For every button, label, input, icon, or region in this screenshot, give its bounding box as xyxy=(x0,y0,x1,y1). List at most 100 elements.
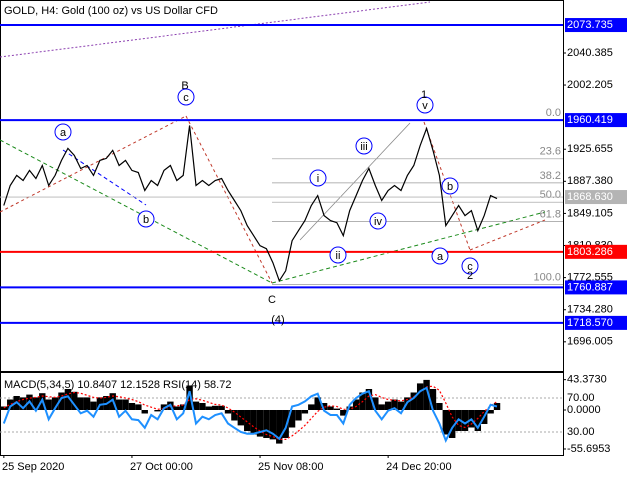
trend-line xyxy=(299,122,411,241)
macd-bar xyxy=(141,409,148,414)
y2-tick-label: 70.00 xyxy=(567,392,595,404)
macd-bar xyxy=(115,399,123,410)
x-tick-label: 24 Dec 20:00 xyxy=(386,461,451,473)
trend-line xyxy=(62,149,147,206)
wave-label: i xyxy=(317,173,319,185)
fib-label: 23.6 xyxy=(540,146,561,158)
wave-label: b xyxy=(143,214,149,226)
fib-label: 50.0 xyxy=(540,189,561,201)
x-tick-label: 25 Nov 08:00 xyxy=(258,461,323,473)
macd-bar xyxy=(154,409,161,412)
level-label: 1760.887 xyxy=(567,281,613,293)
macd-bar xyxy=(327,406,334,410)
macd-bar xyxy=(179,404,187,410)
macd-bar xyxy=(224,409,232,414)
macd-bar xyxy=(410,392,417,410)
macd-bar xyxy=(7,399,14,410)
macd-bar xyxy=(212,405,219,410)
macd-bar xyxy=(19,397,27,410)
y-tick-label: 1887.380 xyxy=(567,175,613,187)
macd-bar xyxy=(231,409,238,421)
macd-bar xyxy=(378,404,385,410)
wave-circle xyxy=(431,247,449,265)
wave-label: c xyxy=(183,92,189,104)
wave-circle xyxy=(137,210,155,228)
wave-label: C xyxy=(268,294,276,306)
wave-circle xyxy=(54,123,72,141)
macd-bar xyxy=(96,397,104,410)
fib-label: 0.0 xyxy=(546,107,561,119)
macd-bar xyxy=(269,409,277,440)
macd-bar xyxy=(397,401,405,410)
trend-line xyxy=(0,1,431,58)
fib-label: 38.2 xyxy=(540,170,561,182)
wave-circle xyxy=(355,137,373,155)
wave-circle xyxy=(461,257,479,275)
level-box xyxy=(565,18,627,33)
macd-bar xyxy=(346,406,353,410)
macd-bar xyxy=(71,391,78,410)
macd-bar xyxy=(416,383,424,410)
macd-bar xyxy=(250,409,257,435)
y-tick-label: 1734.280 xyxy=(567,304,613,316)
wave-label: 1 xyxy=(421,89,427,101)
y-tick-label: 43.3730 xyxy=(567,374,607,386)
macd-bar xyxy=(352,399,360,410)
macd-bar xyxy=(429,388,437,410)
trend-line xyxy=(0,115,187,213)
macd-bar xyxy=(333,408,341,410)
macd-bar xyxy=(282,409,289,438)
macd-bar xyxy=(461,409,469,431)
macd-bar xyxy=(256,409,264,437)
wave-label: b xyxy=(447,181,453,193)
macd-bar xyxy=(192,401,200,410)
macd-bar xyxy=(237,409,245,426)
y-tick-label: -55.6953 xyxy=(567,443,610,455)
macd-bar xyxy=(423,379,430,410)
wave-label: (4) xyxy=(271,314,284,326)
macd-bar xyxy=(205,406,213,410)
macd-bar xyxy=(64,388,72,410)
level-label: 2073.735 xyxy=(567,19,613,31)
macd-bar xyxy=(365,388,373,410)
level-box xyxy=(565,315,627,330)
macd-bar xyxy=(320,402,328,410)
macd-bar xyxy=(0,406,8,410)
indicator-frame xyxy=(0,372,564,456)
macd-bar xyxy=(218,405,225,410)
indicator-title: MACD(5,34,5) 10.8407 12.1528 RSI(14) 58.… xyxy=(4,379,231,391)
macd-bar xyxy=(186,385,193,410)
macd-bar xyxy=(314,397,321,410)
macd-bar xyxy=(448,409,456,438)
level-label: 1960.419 xyxy=(567,114,613,126)
wave-circle xyxy=(309,169,327,187)
wave-label: c xyxy=(467,261,473,273)
series-line xyxy=(3,125,498,283)
fib-label: 61.8 xyxy=(540,209,561,221)
macd-bar xyxy=(135,404,142,410)
wave-circle xyxy=(369,212,387,230)
x-tick-label: 27 Oct 00:00 xyxy=(130,461,193,473)
macd-bar xyxy=(474,409,482,431)
price-frame xyxy=(0,0,564,372)
macd-bar xyxy=(122,399,129,410)
current-price-label: 1868.630 xyxy=(567,191,613,203)
y-tick-label: 2040.385 xyxy=(567,47,613,59)
fib-label: 100.0 xyxy=(533,271,561,283)
wave-label: a xyxy=(437,251,444,263)
wave-label: 2 xyxy=(467,270,473,282)
macd-bar xyxy=(276,409,283,444)
wave-circle xyxy=(416,96,434,114)
wave-circle xyxy=(177,88,195,106)
x-tick-label: 25 Sep 2020 xyxy=(2,461,64,473)
current-price-box xyxy=(565,190,627,205)
macd-bar xyxy=(340,409,347,416)
wave-label: iv xyxy=(374,216,382,228)
macd-bar xyxy=(244,409,251,431)
y-tick-label: 0.0000 xyxy=(567,404,601,416)
macd-bar xyxy=(301,409,309,414)
wave-label: a xyxy=(60,127,67,139)
y-tick-label: 1849.105 xyxy=(567,207,613,219)
macd-bar xyxy=(493,402,501,410)
